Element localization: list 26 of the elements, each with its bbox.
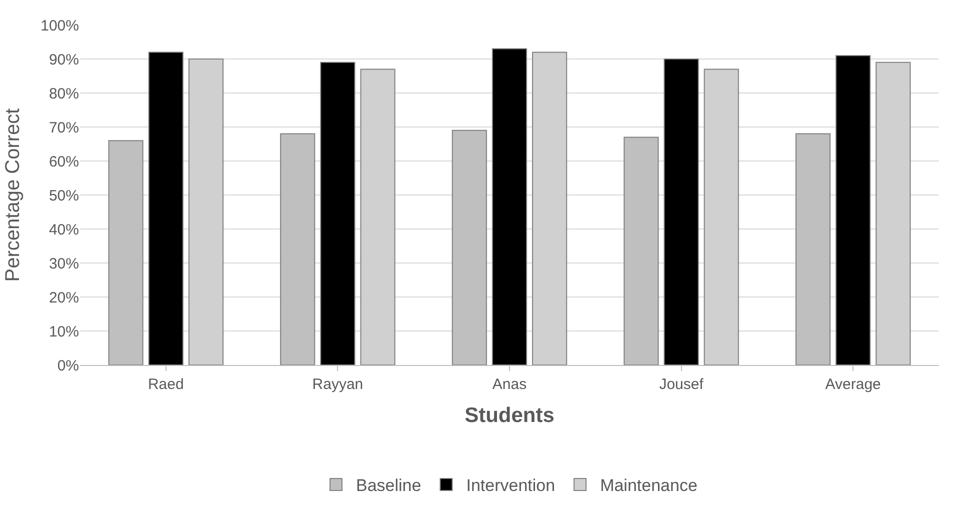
y-tick-label: 40% — [48, 221, 79, 238]
x-tick-label: Raed — [148, 376, 184, 393]
y-tick-label: 90% — [48, 51, 79, 68]
y-tick-label: 60% — [48, 153, 79, 170]
y-tick-label: 30% — [48, 255, 79, 272]
y-tick-label: 70% — [48, 119, 79, 136]
legend-label: Intervention — [466, 476, 556, 496]
bar — [836, 55, 871, 365]
bar — [664, 58, 699, 365]
x-axis-title: Students — [464, 404, 554, 428]
legend-label: Maintenance — [600, 476, 698, 496]
bar — [148, 52, 184, 365]
x-tick-label: Jousef — [659, 376, 704, 393]
y-tick-label: 80% — [48, 85, 79, 102]
bar — [320, 62, 356, 365]
y-tick-label: 0% — [57, 357, 79, 374]
y-tick-label: 20% — [48, 289, 79, 306]
x-tick-label: Anas — [492, 376, 527, 393]
x-tick-label: Average — [825, 376, 881, 393]
bar — [492, 48, 528, 365]
x-tick-label: Rayyan — [312, 376, 364, 393]
y-tick-label: 50% — [48, 187, 79, 204]
legend-label: Baseline — [356, 476, 422, 496]
y-tick-label: 10% — [48, 323, 79, 340]
y-tick-label: 100% — [40, 17, 79, 34]
y-axis-title: Percentage Correct — [2, 108, 24, 282]
